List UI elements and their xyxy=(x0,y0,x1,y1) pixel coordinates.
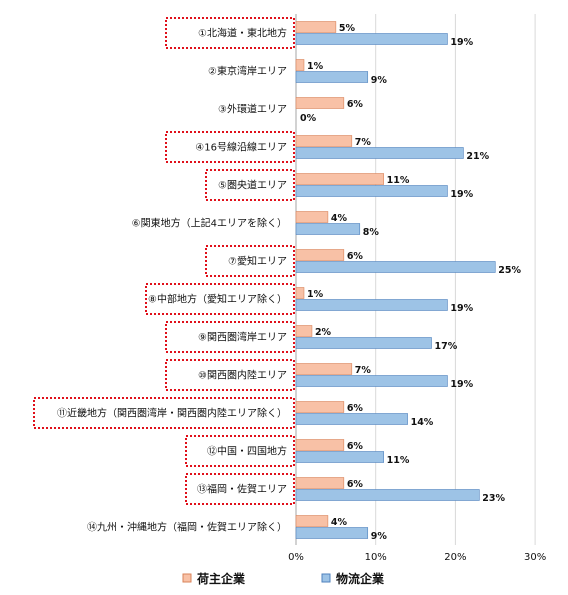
value-label-logistics: 8% xyxy=(363,227,380,238)
highlight-box xyxy=(205,169,295,201)
value-label-shipper: 6% xyxy=(347,441,364,452)
bar-shipper xyxy=(295,401,345,413)
value-label-logistics: 19% xyxy=(450,379,473,390)
value-label-logistics: 19% xyxy=(450,37,473,48)
category-label: ⑦愛知エリア xyxy=(228,255,287,268)
category-label: ⑪近畿地方（関西圏湾岸・関西圏内陸エリア除く） xyxy=(57,407,287,420)
category-label: ⑥関東地方（上記4エリアを除く） xyxy=(132,217,287,230)
bar-logistics xyxy=(295,337,432,349)
value-label-logistics: 25% xyxy=(498,265,521,276)
bar-shipper xyxy=(295,363,353,375)
highlight-box xyxy=(33,397,295,429)
bar-shipper xyxy=(295,515,329,527)
highlight-box xyxy=(145,283,295,315)
highlight-box xyxy=(205,245,295,277)
legend-label-shipper: 荷主企業 xyxy=(196,571,246,586)
category-label: ⑫中国・四国地方 xyxy=(207,445,287,458)
bar-shipper xyxy=(295,325,313,337)
bar-logistics xyxy=(295,451,384,463)
bar-shipper xyxy=(295,439,345,451)
highlight-box xyxy=(165,359,295,391)
value-label-shipper: 1% xyxy=(307,289,324,300)
category-label: ⑩関西圏内陸エリア xyxy=(198,369,287,382)
value-label-logistics: 11% xyxy=(387,455,410,466)
legend: 荷主企業 物流企業 xyxy=(182,571,385,586)
category-label: ⑭九州・沖縄地方（福岡・佐賀エリア除く） xyxy=(87,521,287,534)
bar-logistics xyxy=(295,223,361,235)
category-label: ①北海道・東北地方 xyxy=(198,27,287,40)
bar-shipper xyxy=(295,21,337,33)
value-label-shipper: 6% xyxy=(347,403,364,414)
value-label-logistics: 14% xyxy=(411,417,434,428)
value-label-logistics: 23% xyxy=(482,493,505,504)
bar-logistics xyxy=(295,375,448,387)
value-label-logistics: 9% xyxy=(371,75,388,86)
value-label-logistics: 0% xyxy=(300,113,317,124)
highlight-box xyxy=(185,473,295,505)
value-label-logistics: 19% xyxy=(450,303,473,314)
highlight-box xyxy=(165,17,295,49)
value-label-shipper: 7% xyxy=(355,137,372,148)
bar-logistics xyxy=(295,185,448,197)
x-tick-label: 30% xyxy=(524,552,546,563)
x-tick-label: 10% xyxy=(365,552,387,563)
highlight-box xyxy=(185,435,295,467)
value-label-shipper: 7% xyxy=(355,365,372,376)
value-label-shipper: 6% xyxy=(347,479,364,490)
bar-shipper xyxy=(295,477,345,489)
bar-shipper xyxy=(295,173,384,185)
bar-logistics xyxy=(295,261,496,273)
value-label-shipper: 4% xyxy=(331,213,348,224)
grid-lines xyxy=(295,14,536,545)
bar-logistics xyxy=(295,71,369,83)
value-label-shipper: 4% xyxy=(331,517,348,528)
bar-logistics xyxy=(295,33,448,45)
bar-logistics xyxy=(295,147,464,159)
bar-shipper xyxy=(295,287,305,299)
highlight-box xyxy=(165,131,295,163)
highlight-boxes xyxy=(33,17,295,505)
bar-shipper xyxy=(295,249,345,261)
value-label-shipper: 5% xyxy=(339,23,356,34)
value-label-shipper: 11% xyxy=(387,175,410,186)
bar-shipper xyxy=(295,59,305,71)
bar-shipper xyxy=(295,97,345,109)
legend-swatch-logistics xyxy=(321,573,331,583)
bar-shipper xyxy=(295,135,353,147)
category-label: ④16号線沿線エリア xyxy=(195,141,287,154)
category-label: ⑤圏央道エリア xyxy=(218,179,287,192)
bar-logistics xyxy=(295,299,448,311)
bars xyxy=(295,21,496,539)
legend-swatch-shipper xyxy=(182,573,192,583)
legend-label-logistics: 物流企業 xyxy=(336,571,385,586)
bar-shipper xyxy=(295,211,329,223)
value-label-shipper: 6% xyxy=(347,251,364,262)
category-labels: ①北海道・東北地方 ②東京湾岸エリア ③外環道エリア ④16号線沿線エリア ⑤圏央道エリ… xyxy=(57,27,287,534)
value-labels: 5% 19% 1% 9% 6% 0% 7% 21% 11% 19% 4% 8% 6% 25% 1% 19% 2%… xyxy=(300,23,521,542)
category-label: ②東京湾岸エリア xyxy=(208,65,287,78)
value-label-logistics: 9% xyxy=(371,531,388,542)
category-label: ⑧中部地方（愛知エリア除く） xyxy=(148,293,287,306)
x-tick-label: 20% xyxy=(444,552,466,563)
highlight-box xyxy=(165,321,295,353)
value-label-shipper: 6% xyxy=(347,99,364,110)
x-tick-label: 0% xyxy=(288,552,304,563)
value-label-shipper: 2% xyxy=(315,327,332,338)
value-label-logistics: 21% xyxy=(466,151,489,162)
value-label-logistics: 17% xyxy=(434,341,457,352)
value-label-shipper: 1% xyxy=(307,61,324,72)
category-label: ⑨関西圏湾岸エリア xyxy=(198,331,287,344)
bar-logistics xyxy=(295,413,408,425)
bar-logistics xyxy=(295,489,480,501)
x-tick-labels: 0% 10% 20% 30% xyxy=(288,552,546,563)
bar-logistics xyxy=(295,527,369,539)
category-label: ③外環道エリア xyxy=(218,103,287,116)
value-label-logistics: 19% xyxy=(450,189,473,200)
category-label: ⑬福岡・佐賀エリア xyxy=(197,483,287,496)
